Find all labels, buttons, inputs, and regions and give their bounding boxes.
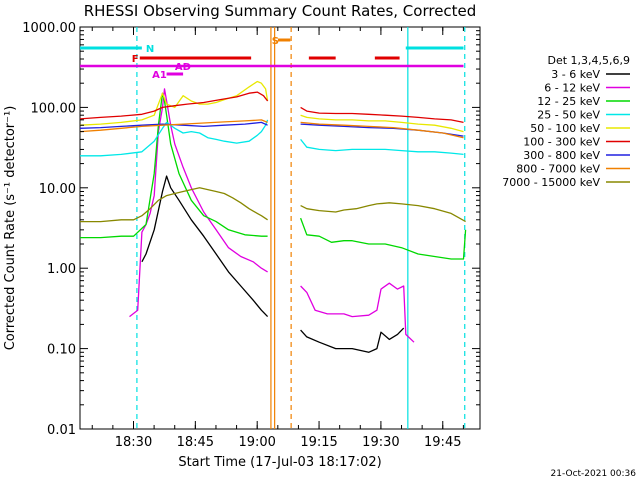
x-axis-label: Start Time (17-Jul-03 18:17:02) [178,455,381,470]
flag-label: A1 [152,70,167,81]
y-tick-label: 10.00 [39,182,76,197]
flag-label: F [132,54,139,65]
x-tick-label: 18:30 [115,435,152,450]
legend-label: 50 - 100 keV [530,122,600,135]
series-line [79,91,464,124]
legend-label: 6 - 12 keV [544,82,600,95]
x-tick-label: 19:00 [238,435,275,450]
series-layer [79,80,467,353]
legend-header: Det 1,3,4,5,6,9 [547,54,630,67]
y-tick-label: 1.00 [47,262,76,277]
series-line [141,175,405,353]
flag-label: AD [175,62,191,73]
legend-label: 100 - 300 keV [523,136,600,149]
y-axis-label: Corrected Count Rate (s⁻¹ detector⁻¹) [3,106,18,351]
flags-layer: N S F AD A1 [80,36,464,81]
legend-label: 3 - 6 keV [551,68,600,81]
x-tick-label: 18:45 [177,435,214,450]
y-tick-label: 100.00 [31,101,77,116]
flag-label: S [272,36,279,47]
legend-label: 300 - 800 keV [523,149,600,162]
chart-title: RHESSI Observing Summary Count Rates, Co… [84,2,477,20]
flag-label: N [146,44,154,55]
y-tick-label: 1000.00 [22,21,76,36]
legend-label: 7000 - 15000 keV [502,176,600,189]
y-tick-label: 0.01 [47,423,76,438]
legend-label: 800 - 7000 keV [516,163,600,176]
plot-frame [79,26,481,430]
x-tick-label: 19:30 [362,435,399,450]
x-tick-label: 19:45 [424,435,461,450]
series-line [80,187,466,223]
series-line [79,119,464,139]
footer-timestamp: 21-Oct-2021 00:36 [551,469,637,479]
legend-label: 25 - 50 keV [537,109,600,122]
legend-label: 12 - 25 keV [537,95,600,108]
series-line [80,119,464,157]
series-line [80,92,467,260]
x-tick-label: 19:15 [300,435,337,450]
series-line [79,80,464,133]
x-axis: 18:30 18:45 19:00 19:15 19:30 19:45 [91,27,464,450]
vertical-markers [136,27,466,429]
y-axis: 0.01 0.10 1.00 10.00 100.00 1000.00 [22,21,480,438]
y-tick-label: 0.10 [47,343,76,358]
